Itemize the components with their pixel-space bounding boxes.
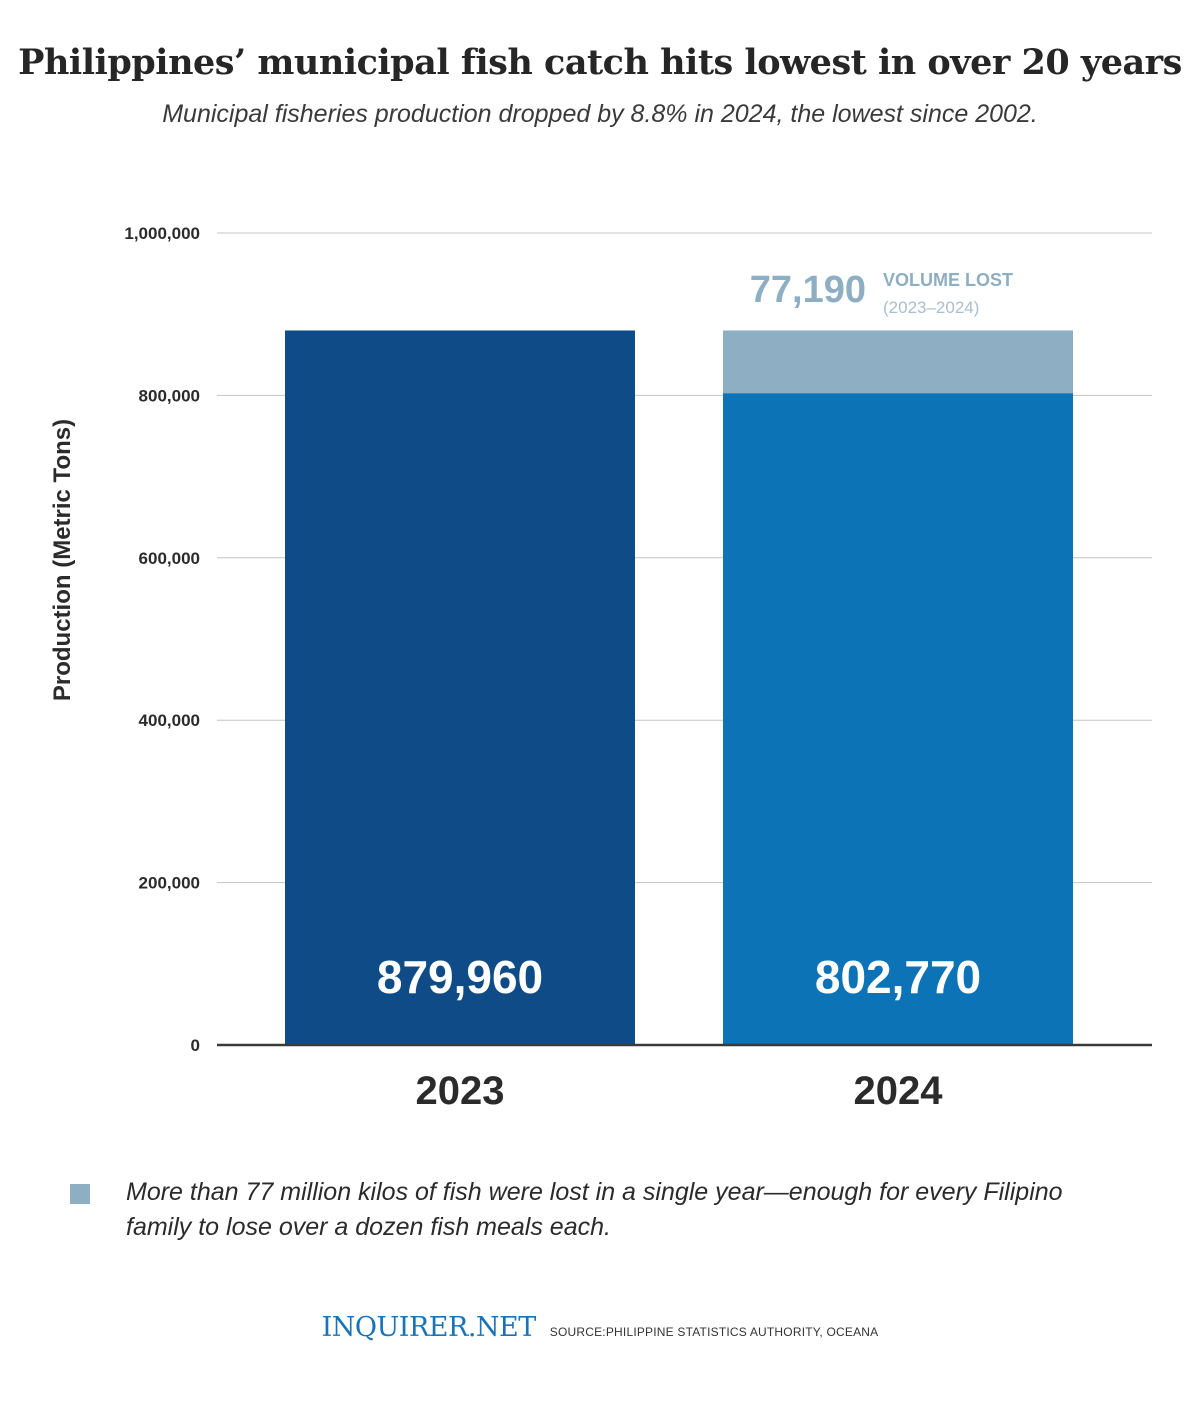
bar-production-2024 xyxy=(723,393,1073,1045)
chart-subtitle: Municipal fisheries production dropped b… xyxy=(162,100,1038,128)
y-tick-label: 0 xyxy=(191,1036,200,1055)
volume-lost-value: 77,190 xyxy=(750,269,866,311)
volume-lost-period: (2023–2024) xyxy=(883,298,979,317)
x-tick-label: 2024 xyxy=(854,1069,944,1113)
chart-title: Philippines’ municipal fish catch hits l… xyxy=(18,42,1182,83)
y-tick-label: 800,000 xyxy=(139,386,200,405)
y-tick-label: 400,000 xyxy=(139,711,200,730)
bar-value-label: 802,770 xyxy=(815,951,981,1003)
bar-chart: 0 200,000 400,000 600,000 800,000 1,000,000 Pr… xyxy=(49,224,1152,1113)
legend: More than 77 million kilos of fish were … xyxy=(70,1175,1150,1245)
bar-value-label: 879,960 xyxy=(377,951,543,1003)
y-tick-label: 200,000 xyxy=(139,874,200,893)
y-tick-label: 600,000 xyxy=(139,549,200,568)
legend-swatch-volume-lost xyxy=(70,1184,90,1204)
footer: INQUIRER.NET SOURCE:PHILIPPINE STATISTIC… xyxy=(0,1312,1200,1343)
source-note: SOURCE:PHILIPPINE STATISTICS AUTHORITY, … xyxy=(549,1325,879,1339)
bar-production-2023 xyxy=(285,330,635,1045)
y-tick-label: 1,000,000 xyxy=(124,224,200,243)
y-axis-title: Production (Metric Tons) xyxy=(49,419,76,701)
inquirer-logo[interactable]: INQUIRER.NET xyxy=(321,1312,537,1343)
x-tick-label: 2023 xyxy=(416,1069,505,1113)
volume-lost-title: VOLUME LOST xyxy=(883,270,1013,290)
bar-volume-lost-2024 xyxy=(723,330,1073,394)
legend-text: More than 77 million kilos of fish were … xyxy=(126,1178,1063,1241)
